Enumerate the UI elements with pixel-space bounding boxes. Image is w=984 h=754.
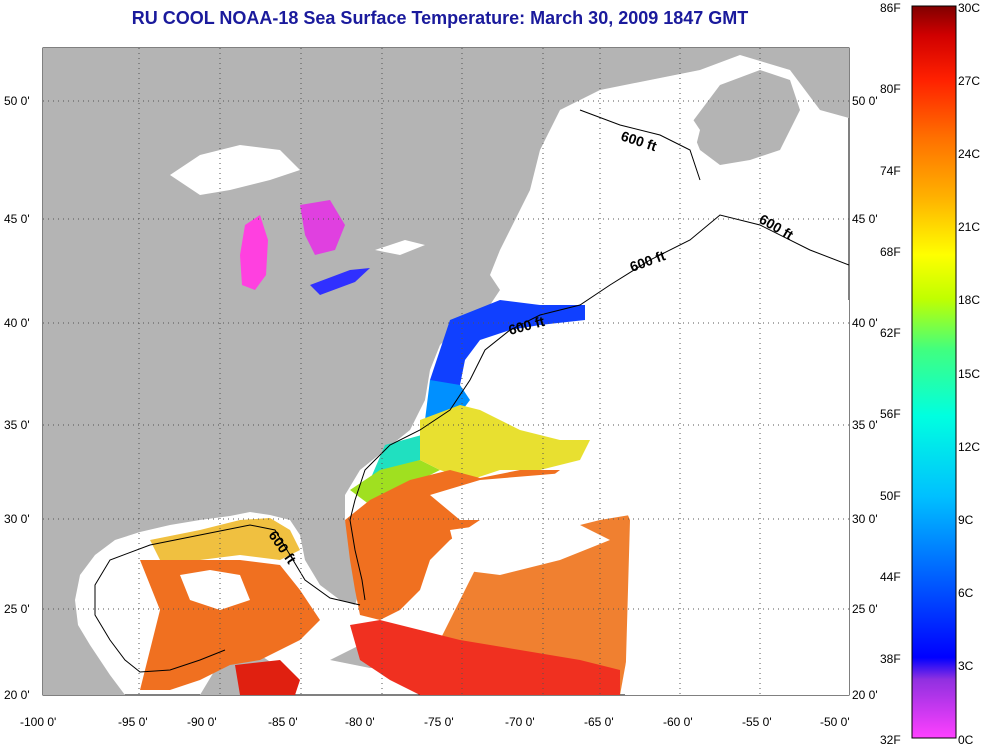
lat-tick-label: 40 0' bbox=[4, 316, 30, 330]
temperature-colorbar bbox=[911, 5, 957, 739]
cb-c-label: 6C bbox=[958, 586, 974, 600]
sst-gulf-mexico-center bbox=[140, 560, 320, 690]
cb-f-label: 86F bbox=[880, 1, 901, 15]
sst-gulf-south bbox=[235, 660, 300, 695]
gulf-st-lawrence bbox=[560, 95, 700, 230]
sst-cold-shelf bbox=[430, 300, 585, 395]
lat-tick-label-right: 35 0' bbox=[852, 418, 878, 432]
isobath-600ft-gulf bbox=[94, 524, 361, 673]
lon-tick-label: -85 0' bbox=[268, 715, 298, 729]
lat-axis: 50 0' 45 0' 40 0' 35 0' 30 0' 25 0' 20 0… bbox=[4, 94, 878, 702]
cb-c-label: 27C bbox=[958, 74, 980, 88]
lon-tick-label: -80 0' bbox=[345, 715, 375, 729]
cb-f-label: 74F bbox=[880, 164, 901, 178]
lon-tick-label: -60 0' bbox=[663, 715, 693, 729]
lake-michigan bbox=[240, 215, 268, 290]
lon-tick-label: -55 0' bbox=[742, 715, 772, 729]
cloud-patch-1 bbox=[430, 470, 610, 520]
lon-tick-label: -50 0' bbox=[820, 715, 850, 729]
lat-tick-label-right: 40 0' bbox=[852, 316, 878, 330]
cb-c-label: 9C bbox=[958, 513, 974, 527]
cb-c-label: 3C bbox=[958, 659, 974, 673]
lat-tick-label: 35 0' bbox=[4, 418, 30, 432]
cb-c-label: 24C bbox=[958, 147, 980, 161]
isobath-600ft-atlantic bbox=[349, 214, 849, 601]
sst-gulf-mexico-north bbox=[150, 518, 300, 560]
cloud-patch-3 bbox=[180, 570, 250, 610]
lon-tick-label: -90 0' bbox=[187, 715, 217, 729]
colorbar-celsius-labels: 30C 27C 24C 21C 18C 15C 12C 9C 6C 3C 0C bbox=[958, 1, 980, 747]
lat-tick-label: 25 0' bbox=[4, 602, 30, 616]
cb-f-label: 80F bbox=[880, 82, 901, 96]
cb-f-label: 32F bbox=[880, 733, 901, 747]
lake-ontario bbox=[375, 240, 425, 255]
gulf-maine bbox=[500, 250, 600, 300]
lake-superior bbox=[170, 145, 300, 195]
lon-tick-label: -95 0' bbox=[118, 715, 148, 729]
cb-c-label: 21C bbox=[958, 220, 980, 234]
cloud-patch-4 bbox=[600, 300, 849, 695]
isobath-600ft-stlawrence bbox=[579, 109, 701, 181]
cb-c-label: 15C bbox=[958, 367, 980, 381]
cloud-patch-2 bbox=[450, 520, 610, 575]
cb-f-label: 68F bbox=[880, 245, 901, 259]
cb-f-label: 62F bbox=[880, 326, 901, 340]
lat-tick-label-right: 45 0' bbox=[852, 212, 878, 226]
land-nova-scotia-newfoundland bbox=[690, 70, 800, 165]
sst-caribbean bbox=[350, 620, 620, 695]
lat-tick-label-right: 50 0' bbox=[852, 94, 878, 108]
cb-c-label: 30C bbox=[958, 1, 980, 15]
cb-c-label: 0C bbox=[958, 733, 974, 747]
lat-tick-label-right: 25 0' bbox=[852, 602, 878, 616]
lake-erie bbox=[310, 268, 370, 295]
lat-tick-label-right: 30 0' bbox=[852, 512, 878, 526]
cb-f-label: 56F bbox=[880, 407, 901, 421]
cb-f-label: 38F bbox=[880, 652, 901, 666]
lat-tick-label: 30 0' bbox=[4, 512, 30, 526]
map-title: RU COOL NOAA-18 Sea Surface Temperature:… bbox=[131, 8, 749, 28]
lon-tick-label: -65 0' bbox=[584, 715, 614, 729]
lon-axis: -100 0' -95 0' -90 0' -85 0' -80 0' -75 … bbox=[20, 715, 850, 729]
land-north-america bbox=[43, 48, 849, 695]
lon-tick-label: -70 0' bbox=[505, 715, 535, 729]
lake-huron bbox=[300, 200, 345, 255]
lon-tick-label: -100 0' bbox=[20, 715, 56, 729]
lat-tick-label: 45 0' bbox=[4, 212, 30, 226]
lat-tick-label-right: 20 0' bbox=[852, 688, 878, 702]
sst-green-band bbox=[350, 460, 440, 505]
lat-tick-label: 20 0' bbox=[4, 688, 30, 702]
cb-c-label: 12C bbox=[958, 440, 980, 454]
lat-tick-label: 50 0' bbox=[4, 94, 30, 108]
cb-c-label: 18C bbox=[958, 293, 980, 307]
cb-f-label: 44F bbox=[880, 570, 901, 584]
colorbar-fahrenheit-labels: 86F 80F 74F 68F 62F 56F 50F 44F 38F 32F bbox=[880, 1, 901, 747]
cb-f-label: 50F bbox=[880, 489, 901, 503]
sst-gulfstream bbox=[345, 470, 560, 620]
lon-tick-label: -75 0' bbox=[424, 715, 454, 729]
